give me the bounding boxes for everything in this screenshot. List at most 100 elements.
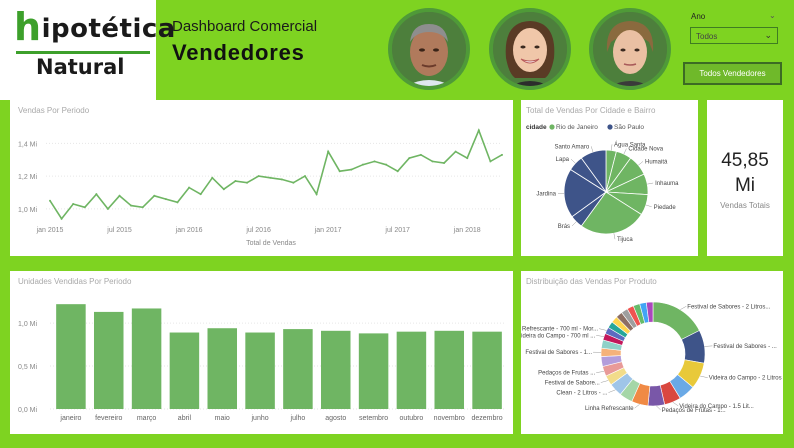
leader-line — [704, 345, 713, 347]
x-tick-label: julho — [290, 415, 306, 422]
y-tick-label: 1,0 Mi — [18, 207, 38, 214]
data-point — [338, 170, 341, 173]
donut-slice — [645, 301, 654, 323]
panel-title: Unidades Vendidas Por Periodo — [18, 277, 132, 286]
data-point — [246, 181, 249, 184]
data-point — [350, 168, 353, 171]
sales-line-chart[interactable]: 1,0 Mi 1,2 Mi 1,4 Mi jan 2015 jul 2015 jan 20… — [10, 100, 513, 256]
leader-line — [608, 389, 616, 393]
leader-line — [680, 306, 687, 310]
sales-series-line — [49, 128, 503, 221]
donut-label: Festival de Sabores - ... — [713, 344, 777, 350]
pie-label: Lapa — [556, 157, 570, 163]
seller-photo-2 — [493, 12, 567, 86]
data-point — [327, 150, 330, 153]
kpi-label: Vendas Totais — [720, 201, 770, 210]
data-point — [269, 176, 272, 179]
bar-janeiro — [56, 304, 86, 409]
leader-line — [599, 328, 607, 331]
data-point — [431, 160, 434, 163]
leader-line — [645, 204, 652, 208]
donut-label: Videira do Campo - 700 ml ... — [521, 333, 596, 339]
year-filter-value: Todos — [696, 32, 718, 41]
x-tick-label: janeiro — [59, 415, 81, 422]
donut-label: Videira do Campo - 2 Litros - Cer... — [709, 376, 783, 382]
x-tick-label: dezembro — [472, 415, 503, 422]
data-point — [315, 193, 318, 196]
data-point — [477, 129, 480, 132]
leader-line — [570, 158, 576, 164]
logo-text-top: hipotética — [14, 5, 176, 49]
bar-agosto — [320, 330, 351, 409]
page-title: Vendedores — [172, 40, 305, 65]
data-point — [188, 186, 191, 189]
legend-title: cidade — [526, 124, 547, 131]
bar-junho — [245, 332, 275, 409]
legend-marker — [549, 124, 555, 130]
dashboard-subtitle: Dashboard Comercial — [172, 18, 318, 35]
data-point — [72, 202, 75, 205]
kpi-unit: Mi — [734, 175, 756, 196]
year-filter-label: Ano — [691, 12, 706, 21]
donut-label: Festival de Sabores - 1... — [525, 350, 592, 356]
data-point — [454, 150, 457, 153]
seller-avatar-3[interactable] — [589, 8, 671, 90]
pie-label: Piedade — [654, 205, 677, 211]
data-point — [408, 157, 411, 160]
x-tick-label: jul 2016 — [245, 227, 271, 234]
data-point — [49, 199, 51, 202]
x-tick-label: novembro — [434, 415, 465, 422]
units-bar-chart[interactable]: 0,0 Mi 0,5 Mi 1,0 Mi janeiro fevereiro março a… — [10, 271, 513, 434]
product-donut-chart[interactable]: Festival de Sabores - 2 Litros... Festiva… — [521, 271, 783, 434]
y-tick-label: 0,0 Mi — [18, 407, 38, 414]
seller-photo-3 — [593, 12, 667, 86]
data-point — [222, 188, 225, 191]
year-filter-collapse-icon[interactable]: ⌄ — [769, 11, 776, 20]
pie-slice — [580, 149, 607, 194]
x-tick-label: jan 2015 — [36, 227, 64, 234]
x-tick-label: fevereiro — [95, 415, 122, 422]
data-point — [60, 217, 63, 220]
data-point — [501, 153, 503, 156]
panel-title: Vendas Por Periodo — [18, 106, 90, 115]
city-pie-chart[interactable]: cidade Rio de Janeiro São Paulo Água SantaC… — [521, 100, 698, 256]
seller-avatar-2[interactable] — [489, 8, 571, 90]
pie-label: Santo Amaro — [554, 144, 589, 150]
data-point — [118, 194, 121, 197]
logo-text-bottom: Natural — [36, 55, 125, 79]
bar-dezembro — [472, 331, 502, 409]
pie-label: Tijuca — [617, 237, 633, 243]
seller-avatar-1[interactable] — [388, 8, 470, 90]
data-point — [373, 160, 376, 163]
donut-label: Pedaços de Frutas - 1... — [662, 408, 726, 414]
data-point — [211, 176, 214, 179]
y-tick-label: 0,5 Mi — [18, 364, 38, 371]
pie-slice — [580, 191, 643, 235]
data-point — [199, 193, 202, 196]
x-tick-label: agosto — [325, 415, 346, 422]
year-filter-dropdown[interactable]: Todos ⌄ — [690, 27, 778, 44]
leader-line — [611, 144, 613, 151]
data-point — [141, 206, 144, 209]
leader-line — [596, 335, 605, 337]
pie-label: Humaitá — [645, 159, 668, 165]
data-point — [292, 181, 295, 184]
data-point — [280, 178, 283, 181]
x-tick-label: outubro — [400, 415, 424, 422]
donut-label: Linha Refrescante — [585, 406, 634, 412]
all-sellers-button[interactable]: Todos Vendedores — [683, 62, 782, 85]
kpi-value: 45,85 — [721, 150, 769, 171]
sales-by-period-panel: Vendas Por Periodo 1,0 Mi 1,2 Mi 1,4 Mi jan… — [10, 100, 513, 256]
leader-line — [590, 146, 594, 153]
donut-label: Festival de Sabores - 2 Litros... — [687, 304, 770, 310]
data-point — [303, 175, 306, 178]
panel-title: Total de Vendas Por Cidade e Bairro — [526, 106, 656, 115]
panel-title: Distribuição das Vendas Por Produto — [526, 277, 657, 286]
bar-outubro — [396, 331, 427, 409]
seller-photo-1 — [392, 12, 466, 86]
leader-line — [638, 161, 644, 166]
bar-março — [131, 308, 162, 409]
leader-line — [600, 380, 609, 383]
donut-label: Clean - 2 Litros - ... — [556, 391, 607, 397]
legend-marker — [607, 124, 613, 130]
